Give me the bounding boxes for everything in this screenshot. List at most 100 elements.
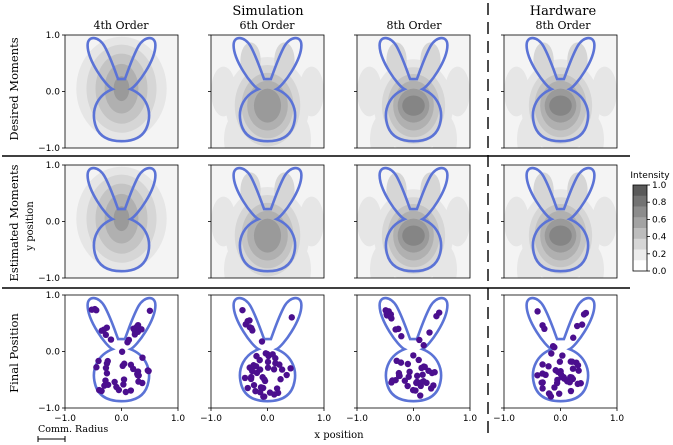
contour-ear xyxy=(240,172,261,209)
y-axis-label: y position xyxy=(25,201,36,252)
robot-dot xyxy=(405,373,412,380)
robot-dot xyxy=(541,325,548,333)
robot-dot xyxy=(393,357,400,365)
robot-dot xyxy=(534,372,541,379)
robot-dot xyxy=(436,309,443,316)
robot-dot xyxy=(417,392,424,399)
bunny-outline xyxy=(86,296,157,403)
robot-dot xyxy=(288,314,295,321)
colorbar-segment xyxy=(633,185,647,197)
heatmap-panel xyxy=(211,35,324,148)
contour-ear xyxy=(386,42,407,79)
robot-dot xyxy=(427,385,435,392)
contour-ear xyxy=(386,172,407,209)
robot-dot xyxy=(264,358,272,366)
robot-dot xyxy=(146,307,154,314)
row-label-desired-moments: Desired Moments xyxy=(7,37,21,140)
colorbar-segment xyxy=(633,217,647,229)
contour-level xyxy=(402,95,425,116)
robot-dot xyxy=(395,369,403,377)
robot-dot xyxy=(570,334,577,341)
robot-dot xyxy=(277,376,284,383)
robot-dot xyxy=(271,391,278,398)
robot-dot xyxy=(262,350,269,357)
bunny-outline xyxy=(525,296,596,403)
x-tick-label: −1.0 xyxy=(200,414,222,424)
robot-dot xyxy=(139,379,146,387)
robot-dot xyxy=(127,387,135,394)
robot-dot xyxy=(124,339,131,346)
contour-ear xyxy=(274,172,295,209)
robot-dot xyxy=(404,360,412,368)
colorbar-segment xyxy=(633,260,647,272)
x-tick-label: −1.0 xyxy=(493,414,515,424)
robot-dot xyxy=(93,307,100,314)
robot-dot xyxy=(104,381,112,388)
robot-dot xyxy=(410,352,417,359)
robot-dot xyxy=(538,379,545,386)
robot-dot xyxy=(419,371,426,378)
robot-dot xyxy=(113,383,120,391)
robot-dot xyxy=(545,363,552,370)
final-position-panel xyxy=(211,295,324,408)
robot-dot xyxy=(567,358,574,365)
robot-dot xyxy=(118,348,126,355)
robot-dot xyxy=(425,367,432,374)
robot-dot xyxy=(539,361,546,368)
bunny-outline xyxy=(232,296,303,403)
simulation-title: Simulation xyxy=(232,4,304,19)
contour-level xyxy=(549,225,572,246)
y-tick-label: 0.0 xyxy=(46,218,61,228)
row-label-estimated-moments: Estimated Moments xyxy=(7,164,21,281)
robot-dot xyxy=(415,356,422,364)
robot-dot xyxy=(259,374,266,381)
final-position-panel xyxy=(65,295,178,408)
contour-ear xyxy=(533,42,554,79)
contour-ear xyxy=(274,42,295,79)
robot-dot xyxy=(567,374,574,381)
x-tick-label: 0.0 xyxy=(114,414,129,424)
robot-dot xyxy=(574,380,581,388)
y-tick-label: −1.0 xyxy=(38,404,60,414)
bunny-outline xyxy=(525,36,596,143)
y-tick-label: 1.0 xyxy=(46,161,61,171)
column-title-4th-order: 4th Order xyxy=(93,19,149,32)
panel-background xyxy=(504,295,617,408)
colorbar-tick-label: 1.0 xyxy=(652,181,667,191)
robot-dot xyxy=(269,351,276,358)
robot-dot xyxy=(273,385,281,392)
robot-dot xyxy=(539,370,546,377)
contour-level xyxy=(253,218,282,253)
colorbar-segment xyxy=(633,195,647,207)
robot-dot xyxy=(257,384,265,391)
robot-dot xyxy=(127,361,135,369)
x-tick-label: 0.0 xyxy=(553,414,568,424)
robot-dot xyxy=(395,325,402,333)
robot-dot xyxy=(278,366,286,373)
robot-dot xyxy=(102,331,110,339)
robot-dot xyxy=(270,366,278,373)
robot-dot xyxy=(404,382,411,390)
robot-dot xyxy=(413,379,420,387)
hardware-title: Hardware xyxy=(530,4,597,19)
x-tick-label: 1.0 xyxy=(171,414,186,424)
robot-dot xyxy=(244,384,251,392)
robot-dot xyxy=(534,308,541,315)
robot-dot xyxy=(548,350,555,357)
y-tick-label: 1.0 xyxy=(46,291,61,301)
robot-dot xyxy=(102,364,110,372)
robot-dot xyxy=(426,329,433,336)
robot-dot xyxy=(413,372,421,380)
contour-ear xyxy=(567,172,588,209)
robot-dot xyxy=(248,365,255,373)
robot-dot xyxy=(121,360,128,367)
robot-dot xyxy=(111,378,118,386)
colorbar-segment xyxy=(633,238,647,250)
contour-level xyxy=(113,76,130,102)
colorbar-frame xyxy=(632,184,648,272)
colorbar-tick-label: 0.0 xyxy=(652,267,667,277)
y-tick-label: 0.0 xyxy=(46,348,61,358)
robot-dot xyxy=(249,327,256,334)
final-position-panel xyxy=(357,295,470,408)
robot-dot xyxy=(276,361,283,368)
